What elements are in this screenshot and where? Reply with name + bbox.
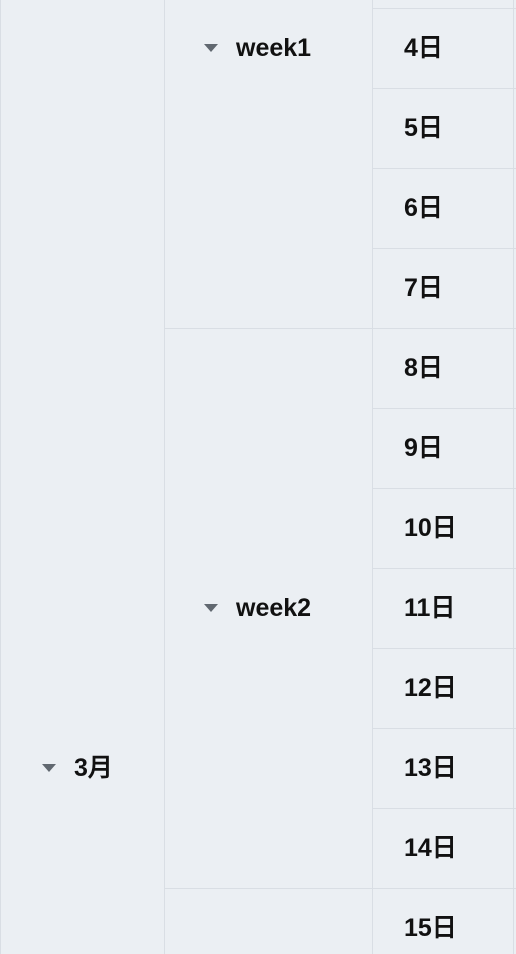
grid-line xyxy=(372,728,516,729)
grid-line xyxy=(164,888,516,889)
collapse-triangle-icon[interactable] xyxy=(204,604,218,612)
grid-line xyxy=(164,0,165,954)
grid-line xyxy=(372,408,516,409)
day-cell: 11日 xyxy=(404,594,456,622)
day-cell: 8日 xyxy=(404,354,443,382)
day-cell: 7日 xyxy=(404,274,443,302)
day-cell: 15日 xyxy=(404,914,457,942)
grid-line xyxy=(0,0,1,954)
day-cell: 5日 xyxy=(404,114,443,142)
week-header: week1 xyxy=(204,30,311,66)
grid-line xyxy=(372,8,516,9)
grid-line xyxy=(372,808,516,809)
day-cell: 13日 xyxy=(404,754,457,782)
collapse-triangle-icon[interactable] xyxy=(204,44,218,52)
day-cell: 12日 xyxy=(404,674,457,702)
collapse-triangle-icon[interactable] xyxy=(42,764,56,772)
week-label: week2 xyxy=(236,594,312,622)
day-cell: 4日 xyxy=(404,34,443,62)
grid-line xyxy=(372,488,516,489)
grid-line xyxy=(372,248,516,249)
grid-line xyxy=(372,0,373,954)
grid-line xyxy=(372,568,516,569)
day-cell: 6日 xyxy=(404,194,443,222)
week-header: week2 xyxy=(204,590,311,626)
grid-line xyxy=(164,328,516,329)
week-label: week1 xyxy=(236,34,312,62)
month-header: 3月 xyxy=(42,750,113,786)
grid-line xyxy=(372,88,516,89)
grid-line xyxy=(372,648,516,649)
day-cell: 14日 xyxy=(404,834,457,862)
grid-line xyxy=(513,0,514,954)
day-cell: 10日 xyxy=(404,514,457,542)
grid-line xyxy=(372,168,516,169)
day-cell: 9日 xyxy=(404,434,443,462)
month-label: 3月 xyxy=(74,754,113,782)
